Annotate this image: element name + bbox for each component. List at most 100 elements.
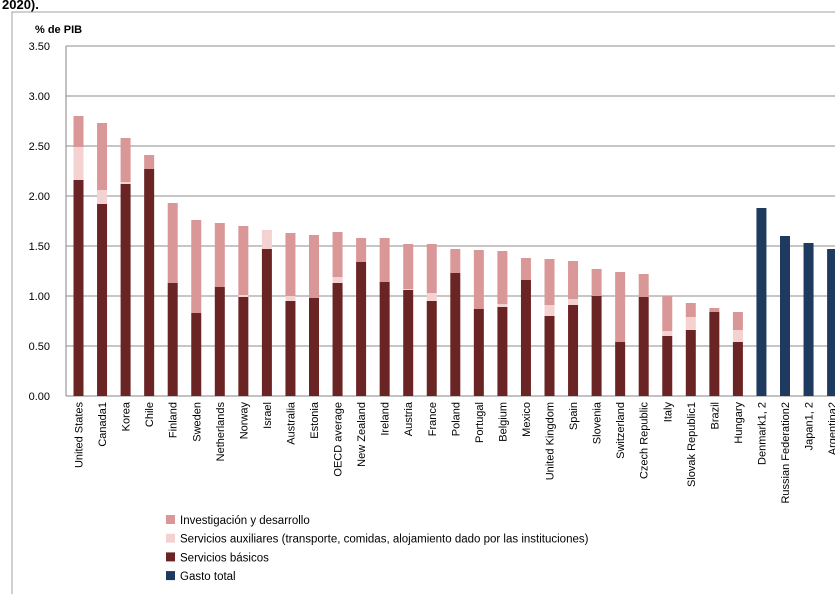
bar-segment [615,342,626,396]
bar-segment [497,307,508,396]
bar-segment [568,261,579,299]
y-tick-label: 3.50 [29,41,50,53]
legend-label: Servicios básicos [180,552,269,564]
bar-segment [709,308,720,312]
y-axis-title: % de PIB [35,24,82,36]
bar-segment [803,243,814,396]
x-tick-labels: United States Canada1 Korea Chile Finland Swe… [74,401,835,503]
x-tick-label: Australia [285,401,297,445]
bar-segment [709,312,720,396]
bar-segment [426,301,437,396]
bar-segment [732,342,743,396]
bar-segment [662,336,673,396]
bar-segment [544,305,555,316]
x-tick-label: Japan1, 2 [804,402,816,450]
bar-segment [662,331,673,336]
bar-segment [356,238,367,262]
bar-segment [685,330,696,396]
bar-segment [120,138,131,182]
bar-segment [732,312,743,330]
x-tick-label: Czech Republic [639,402,651,480]
bar-segment [238,297,249,396]
bar-segment [473,250,484,309]
x-tick-label: Italy [662,402,674,423]
bar-segment [261,230,272,249]
bar-segment [309,298,319,396]
bar-segment [97,123,108,190]
header-fragment: 2020). [2,0,39,12]
bar-segment [638,297,649,396]
x-tick-label: France [427,402,439,436]
x-tick-label: Chile [144,402,156,427]
x-tick-label: Spain [568,402,580,430]
y-tick-label: 3.00 [29,91,50,103]
x-tick-label: Sweden [191,402,203,442]
bar-segment [144,155,155,169]
x-tick-label: United Kingdom [545,402,557,480]
legend-label: Investigación y desarrollo [180,515,310,527]
legend-swatch [166,571,175,581]
bar-segment [426,244,437,293]
bar-segment [473,309,484,396]
bar-segment [756,208,767,396]
legend-swatch [166,552,175,562]
legend-label: Servicios auxiliares (transporte, comida… [180,534,589,546]
bar-segment [450,249,461,273]
bar-segment [332,277,343,283]
bar-segment [568,305,579,396]
bar-segment [426,293,437,301]
bar-segment [685,317,696,330]
bar-segment [497,251,508,304]
x-tick-label: Norway [238,402,250,440]
bar-segment [73,147,84,180]
bar-segment [238,226,249,295]
bar-segment [403,290,414,396]
bar-segment [638,274,649,297]
y-tick-labels: 0.00 0.50 1.00 1.50 2.00 2.50 3.00 3.50 [29,41,50,403]
x-tick-label: OECD average [333,402,345,477]
x-tick-label: Netherlands [215,402,227,462]
bar-segment [332,283,343,396]
y-tick-label: 0.00 [29,391,50,403]
y-tick-label: 0.50 [29,341,50,353]
bar-segment [73,180,84,396]
bar-segment [780,236,790,396]
bar-segment [403,244,414,289]
bar-segment [144,169,155,396]
x-tick-label: Slovenia [592,401,604,444]
x-tick-label: Hungary [733,402,745,444]
bar-segment [191,313,202,396]
bar-segment [120,182,131,184]
bar-segment [732,330,743,342]
x-tick-label: United States [74,402,86,469]
bar-segment [544,316,555,396]
bar-segment [685,303,696,317]
bars [73,116,835,396]
x-tick-label: Brazil [709,402,721,430]
bar-segment [379,282,390,396]
x-tick-label: Poland [450,402,462,436]
bar-segment [309,235,319,298]
bar-segment [97,204,108,396]
x-tick-label: Ireland [380,402,392,436]
y-tick-label: 1.00 [29,291,50,303]
bar-segment [167,283,178,396]
bar-segment [238,295,249,297]
bar-segment [285,301,296,396]
x-tick-label: Slovak Republic1 [686,402,698,487]
bar-segment [497,304,508,307]
bar-segment [520,280,531,396]
legend-swatch [166,533,175,543]
bar-segment [544,259,555,305]
bar-segment [591,269,602,296]
x-tick-label: Argentina2 [827,402,835,455]
y-tick-label: 1.50 [29,241,50,253]
chart-frame [11,11,835,594]
x-tick-label: Korea [121,401,133,431]
bar-segment [332,232,343,277]
bar-segment [167,203,178,283]
bar-segment [356,262,367,396]
x-tick-label: Finland [168,402,180,438]
bar-segment [379,238,390,282]
